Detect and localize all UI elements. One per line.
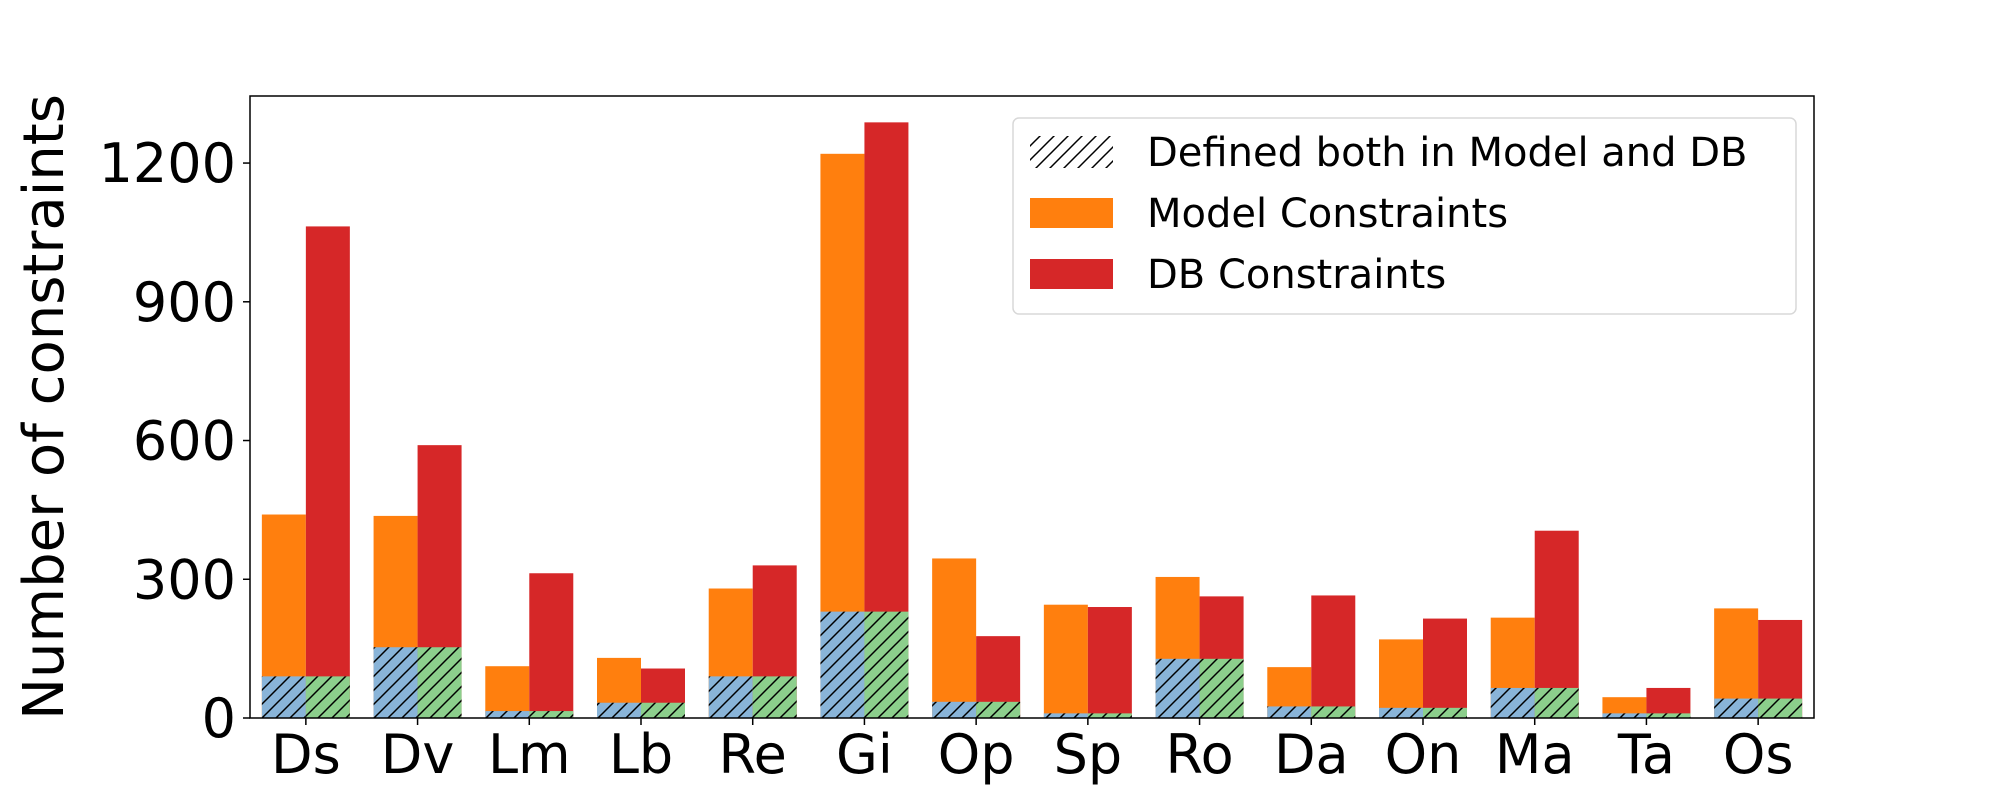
legend-swatch-db [1030,259,1113,289]
bar-overlap-model-hatch-Lb [597,702,641,718]
bar-overlap-db-hatch-Ds [305,676,350,718]
bar-overlap-model-hatch-Re [708,676,753,718]
legend-label-db: DB Constraints [1147,252,1446,298]
bar-overlap-model-hatch-Op [932,701,977,718]
plot-frame [249,95,1815,719]
legend-swatch-overlap [1030,136,1113,168]
bar-overlap-model-hatch-Dv [373,647,418,718]
bar-db-Ds [305,226,350,718]
y-tick-label-1200: 1200 [99,132,236,195]
bar-overlap-db-hatch-Da [1311,706,1356,718]
x-tick-label-Lb: Lb [609,723,673,786]
bar-overlap-model-hatch-Ro [1155,658,1200,718]
x-tick-label-Gi: Gi [836,723,893,786]
bar-overlap-model-hatch-Lm [485,711,530,718]
bar-overlap-db-hatch-Lm [529,711,574,718]
x-tick-label-Os: Os [1723,723,1794,786]
bar-overlap-db-hatch-Ro [1199,658,1244,718]
x-tick-label-Dv: Dv [381,723,455,786]
bar-model-On [1379,639,1423,718]
y-tick-label-900: 900 [133,271,236,334]
bar-db-Ta [1646,687,1691,718]
bar-overlap-db-hatch-Sp [1087,713,1132,718]
bar-overlap-db-hatch-Os [1758,698,1803,718]
y-tick-label-0: 0 [202,687,236,750]
bar-overlap-db-hatch-Ma [1534,687,1579,718]
bar-overlap-db-hatch-Dv [417,647,462,718]
bar-overlap-db-hatch-Lb [641,702,685,718]
bar-overlap-model-hatch-Ma [1490,687,1535,718]
x-tick-label-Ro: Ro [1166,723,1234,786]
x-tick-label-Da: Da [1274,723,1349,786]
bar-overlap-model-hatch-Da [1267,706,1312,718]
legend-frame [1012,117,1797,315]
axes-layer: Ds Dv Lm Lb Re Gi Op Sp Ro Da On Ma Ta Os 0 300 600 900 12… [99,132,1794,786]
bar-overlap-model-hatch-Gi [820,611,865,718]
bar-db-Ma [1534,530,1579,718]
bar-model-Sp [1043,604,1088,718]
x-tick-label-Re: Re [719,723,787,786]
bar-model-Ta [1602,697,1647,718]
y-axis-label: Number of constraints [12,94,77,720]
legend-swatch-model [1030,198,1113,228]
legend-label-overlap: Defined both in Model and DB [1147,130,1748,176]
x-tick-label-On: On [1385,723,1462,786]
bar-overlap-model-hatch-Ta [1602,713,1647,718]
x-tick-label-Lm: Lm [488,723,571,786]
bar-db-On [1423,618,1467,718]
bar-overlap-model-hatch-Os [1714,698,1759,718]
x-tick-label-Ma: Ma [1495,723,1575,786]
bar-db-Da [1311,595,1356,718]
bar-overlap-model-hatch-Sp [1043,713,1088,718]
bar-overlap-model-hatch-On [1379,707,1423,718]
bar-overlap-db-hatch-Op [976,701,1021,718]
bar-overlap-db-hatch-Gi [864,611,909,718]
bar-model-Lm [485,666,530,718]
bar-overlap-db-hatch-Ta [1646,713,1691,718]
bar-db-Lm [529,573,574,718]
bar-overlap-db-hatch-On [1423,707,1467,718]
x-tick-label-Ds: Ds [271,723,341,786]
x-tick-label-Op: Op [938,723,1015,786]
y-tick-label-600: 600 [133,410,236,473]
bar-overlap-db-hatch-Re [752,676,797,718]
bar-db-Sp [1087,607,1132,718]
y-tick-label-300: 300 [133,548,236,611]
x-tick-label-Sp: Sp [1054,723,1123,786]
legend: Defined both in Model and DB Model Const… [1012,117,1797,315]
bar-overlap-model-hatch-Ds [261,676,306,718]
bars-layer [261,122,1803,718]
bar-model-Op [932,558,977,718]
x-tick-label-Ta: Ta [1617,723,1675,786]
legend-label-model: Model Constraints [1147,191,1508,237]
